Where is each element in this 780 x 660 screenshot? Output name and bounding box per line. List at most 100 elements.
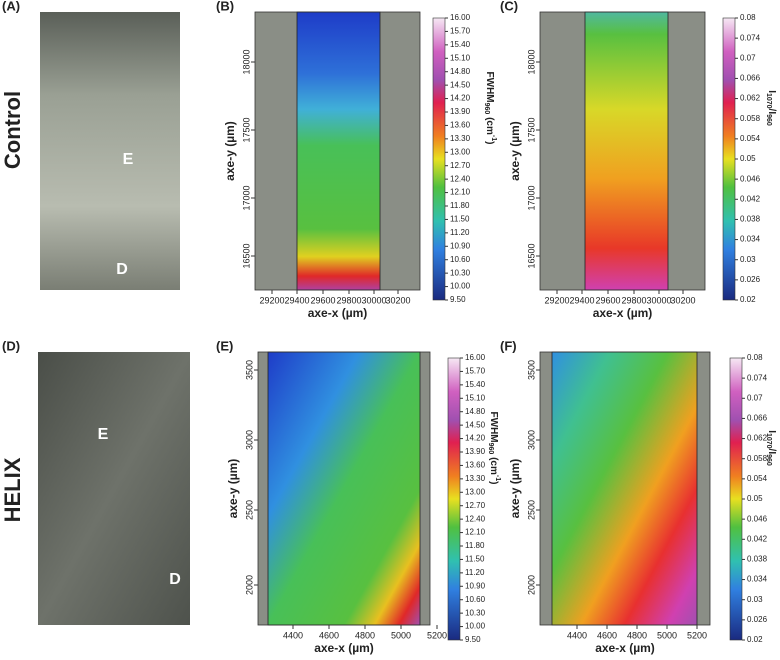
x-tick-label: 30200 <box>670 295 695 305</box>
colorbar-title-part: FWHM <box>488 412 499 443</box>
colorbar-tick-label: 12.70 <box>450 161 471 170</box>
colorbar-tick-label: 12.10 <box>465 528 486 537</box>
colorbar-tick-label: 15.10 <box>450 53 471 62</box>
colorbar-title-part: 960 <box>487 443 494 455</box>
x-tick-label: 29800 <box>621 295 646 305</box>
colorbar-tick-label: 0.058 <box>747 454 768 463</box>
colorbar-tick-label: 14.20 <box>465 434 486 443</box>
y-tick-label: 18000 <box>526 49 536 74</box>
colorbar-tick-label: 13.30 <box>450 134 471 143</box>
x-tick-label: 4600 <box>597 630 617 640</box>
colorbar-title: FWHM960 (cm-1) <box>487 412 501 485</box>
colorbar-tick-label: 0.02 <box>740 295 756 304</box>
panel-label: (B) <box>216 0 234 13</box>
colorbar-tick-label: 15.40 <box>450 40 471 49</box>
colorbar-tick-label: 10.90 <box>450 241 471 250</box>
colorbar-tick-label: 13.60 <box>450 121 471 130</box>
colorbar-tick-label: 13.60 <box>465 461 486 470</box>
x-tick-label: 29200 <box>259 295 284 305</box>
colorbar-tick-label: 10.60 <box>465 595 486 604</box>
y-tick-label: 16500 <box>526 243 536 268</box>
colorbar-tick-label: 0.058 <box>740 114 761 123</box>
x-tick-label: 29600 <box>310 295 335 305</box>
panel-label: (C) <box>500 0 518 13</box>
colorbar-tick-label: 14.20 <box>450 94 471 103</box>
colorbar-tick-label: 12.70 <box>465 501 486 510</box>
x-tick-label: 4400 <box>283 630 303 640</box>
colorbar-tick-label: 0.08 <box>740 13 756 22</box>
colorbar-tick-label: 0.038 <box>747 555 768 564</box>
colorbar-title-part: 1070 <box>765 433 772 449</box>
colorbar-title-part: -1 <box>494 475 501 481</box>
x-tick-label: 4600 <box>319 630 339 640</box>
colorbar-tick-label: 0.066 <box>747 414 768 423</box>
colorbar-tick-label: 14.50 <box>465 420 486 429</box>
colorbar-title-part: 1070 <box>765 93 772 109</box>
row-label: Control <box>0 91 25 169</box>
colorbar-title-part: ) <box>488 481 499 484</box>
colorbar-tick-label: 15.70 <box>465 367 486 376</box>
plot-frame <box>539 351 711 626</box>
x-tick-label: 29400 <box>569 295 594 305</box>
annotation: D <box>116 261 128 278</box>
colorbar-tick-label: 11.80 <box>450 201 470 210</box>
y-tick-label: 17000 <box>526 185 536 210</box>
y-tick-label: 16500 <box>241 243 251 268</box>
plot-frame <box>257 351 431 626</box>
panel-label: (A) <box>2 0 20 13</box>
annotation: D <box>169 571 181 588</box>
y-tick-label: 17500 <box>241 117 251 142</box>
y-axis-title: axe-y (µm) <box>223 121 237 181</box>
colorbar-tick-label: 12.40 <box>465 514 486 523</box>
y-tick-label: 18000 <box>241 49 251 74</box>
colorbar-tick-label: 15.40 <box>465 380 486 389</box>
colorbar-title-part: /I <box>766 449 777 455</box>
colorbar-tick-label: 0.026 <box>740 275 761 284</box>
colorbar-tick-label: 10.60 <box>450 255 471 264</box>
x-tick-label: 4400 <box>567 630 587 640</box>
y-tick-label: 3000 <box>526 430 536 450</box>
colorbar-title: I1070/I960 <box>765 430 778 466</box>
colorbar-tick-label: 12.10 <box>450 188 471 197</box>
colorbar-tick-label: 0.05 <box>740 154 756 163</box>
y-axis-title: axe-y (µm) <box>508 459 522 519</box>
photo <box>40 12 180 290</box>
x-tick-label: 30000 <box>361 295 386 305</box>
y-tick-label: 3500 <box>526 360 536 380</box>
y-tick-label: 2000 <box>526 575 536 595</box>
x-tick-label: 29600 <box>595 295 620 305</box>
colorbar-tick-label: 0.042 <box>740 194 761 203</box>
plot-frame <box>254 11 421 291</box>
colorbar-tick-label: 0.07 <box>740 53 756 62</box>
x-tick-label: 5200 <box>687 630 707 640</box>
x-tick-label: 4800 <box>627 630 647 640</box>
colorbar-title-part: (cm <box>484 114 495 135</box>
y-tick-label: 2000 <box>244 575 254 595</box>
colorbar-title-part: 960 <box>765 114 772 126</box>
raman-map <box>584 11 669 291</box>
panel-label: (D) <box>2 338 20 353</box>
colorbar-tick-label: 0.03 <box>740 255 756 264</box>
colorbar-tick-label: 16.00 <box>450 13 471 22</box>
panel-label: (E) <box>216 338 233 353</box>
colorbar-tick-label: 0.08 <box>747 353 763 362</box>
colorbar-tick-label: 0.05 <box>747 494 763 503</box>
x-tick-label: 29200 <box>544 295 569 305</box>
panel-label: (F) <box>500 338 517 353</box>
colorbar-tick-label: 14.80 <box>465 407 486 416</box>
colorbar-tick-label: 14.50 <box>450 80 471 89</box>
x-axis-title: axe-x (µm) <box>593 306 653 320</box>
y-tick-label: 3000 <box>244 430 254 450</box>
colorbar-tick-label: 13.00 <box>450 147 471 156</box>
colorbar-title-part: (cm <box>488 454 499 475</box>
photo <box>38 352 190 625</box>
x-axis-title: axe-x (µm) <box>595 641 655 655</box>
colorbar-tick-label: 0.062 <box>747 434 768 443</box>
x-tick-label: 5200 <box>427 630 447 640</box>
colorbar-title-part: /I <box>766 109 777 115</box>
colorbar-tick-label: 10.00 <box>465 622 486 631</box>
raman-map <box>267 351 421 626</box>
x-tick-label: 30200 <box>385 295 410 305</box>
y-tick-label: 17000 <box>241 185 251 210</box>
